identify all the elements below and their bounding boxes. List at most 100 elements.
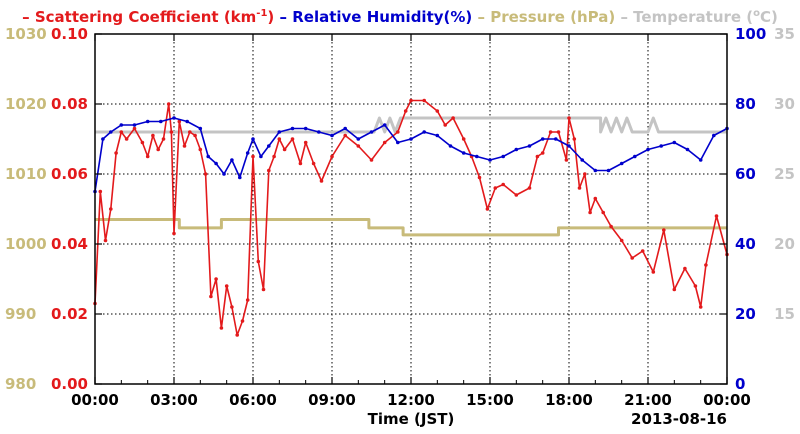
humidity-point bbox=[540, 137, 545, 141]
humidity-point bbox=[554, 137, 558, 141]
scattering-point bbox=[156, 147, 160, 152]
date-label: 2013-08-16 bbox=[631, 410, 727, 428]
scattering-point bbox=[188, 130, 192, 134]
temperature-line bbox=[95, 116, 727, 134]
legend-suffix-temperature: C) bbox=[760, 8, 778, 26]
x-tick-label: 06:00 bbox=[229, 391, 277, 409]
scattering-point bbox=[193, 133, 197, 138]
scattering-point bbox=[219, 326, 224, 330]
scattering-point bbox=[235, 333, 239, 337]
scattering-point bbox=[577, 186, 582, 190]
scattering-point bbox=[435, 109, 440, 113]
scattering-point bbox=[109, 207, 113, 211]
humidity-point bbox=[514, 147, 519, 152]
scattering-point bbox=[132, 126, 137, 131]
temperature-tick-label: 20 bbox=[774, 235, 795, 253]
scattering-point bbox=[662, 228, 666, 232]
scattering-point bbox=[282, 147, 287, 152]
scattering-point bbox=[290, 137, 295, 141]
humidity-point bbox=[109, 130, 113, 134]
scattering-point bbox=[203, 172, 208, 176]
scattering-point bbox=[640, 249, 645, 253]
scattering-point bbox=[277, 137, 282, 141]
scattering-point bbox=[166, 102, 171, 106]
humidity-tick-label: 0 bbox=[735, 375, 745, 393]
scattering-point bbox=[140, 140, 145, 145]
legend-suffix-scattering: ) bbox=[267, 8, 274, 26]
scattering-point bbox=[272, 154, 276, 159]
x-tick-label: 00:00 bbox=[703, 391, 751, 409]
series-temperature bbox=[95, 116, 727, 134]
series-scattering bbox=[93, 98, 729, 337]
scattering-point bbox=[177, 119, 182, 124]
x-tick-label: 18:00 bbox=[545, 391, 593, 409]
humidity-point bbox=[145, 119, 150, 124]
humidity-point bbox=[303, 126, 308, 131]
temperature-tick-label: 35 bbox=[774, 25, 795, 43]
humidity-point bbox=[672, 140, 677, 145]
humidity-point bbox=[277, 130, 282, 134]
scattering-point bbox=[319, 179, 324, 183]
scattering-tick-label: 0.02 bbox=[51, 305, 88, 323]
scattering-point bbox=[593, 196, 598, 201]
humidity-point bbox=[646, 147, 650, 152]
scattering-point bbox=[224, 284, 229, 288]
scattering-point bbox=[172, 231, 176, 236]
x-tick-label: 03:00 bbox=[150, 391, 198, 409]
scattering-point bbox=[114, 151, 118, 155]
scattering-point bbox=[651, 270, 656, 274]
humidity-point bbox=[382, 123, 387, 127]
humidity-point bbox=[593, 168, 598, 173]
legend-marker-temperature: – bbox=[615, 8, 633, 26]
scattering-point bbox=[548, 130, 553, 134]
pressure-tick-label: 990 bbox=[5, 305, 36, 323]
legend-label-temperature: Temperature ( bbox=[633, 8, 753, 26]
humidity-point bbox=[267, 144, 271, 148]
scattering-point bbox=[214, 277, 218, 281]
scattering-tick-label: 0.06 bbox=[51, 165, 88, 183]
humidity-point bbox=[369, 130, 374, 134]
legend-superscript-temperature: o bbox=[753, 8, 760, 19]
humidity-point bbox=[685, 147, 690, 152]
humidity-point bbox=[396, 140, 400, 145]
scattering-point bbox=[409, 98, 413, 103]
legend: – Scattering Coefficient (km-1) – Relati… bbox=[22, 8, 778, 26]
humidity-point bbox=[567, 144, 571, 148]
humidity-point bbox=[101, 137, 105, 141]
humidity-point bbox=[409, 137, 413, 141]
scattering-point bbox=[330, 154, 334, 159]
humidity-point bbox=[330, 133, 334, 138]
scattering-point bbox=[230, 305, 234, 309]
humidity-point bbox=[488, 158, 492, 162]
scattering-point bbox=[311, 161, 316, 166]
scattering-point bbox=[303, 140, 308, 145]
x-tick-label: 09:00 bbox=[308, 391, 356, 409]
legend-text: – Scattering Coefficient (km-1) – Relati… bbox=[22, 8, 778, 26]
scattering-point bbox=[609, 224, 613, 229]
humidity-point bbox=[230, 158, 234, 162]
scattering-point bbox=[422, 98, 427, 103]
pressure-tick-label: 980 bbox=[5, 375, 36, 393]
legend-superscript-scattering: -1 bbox=[256, 8, 267, 19]
scattering-point bbox=[630, 256, 634, 260]
humidity-point bbox=[214, 161, 218, 166]
scattering-point bbox=[256, 259, 261, 264]
scattering-point bbox=[540, 151, 545, 155]
scattering-point bbox=[103, 238, 108, 243]
scattering-point bbox=[567, 116, 571, 120]
scattering-point bbox=[672, 287, 677, 292]
humidity-tick-label: 100 bbox=[735, 25, 766, 43]
x-tick-label: 12:00 bbox=[387, 391, 435, 409]
grid-lines bbox=[95, 34, 727, 384]
scattering-point bbox=[572, 137, 577, 141]
scattering-point bbox=[451, 116, 455, 120]
scattering-point bbox=[182, 144, 187, 148]
scattering-point bbox=[403, 109, 408, 113]
scattering-point bbox=[396, 130, 400, 134]
scattering-point bbox=[251, 154, 255, 159]
scattering-point bbox=[169, 130, 174, 134]
pressure-line bbox=[95, 218, 727, 237]
legend-label-pressure: Pressure (hPa) bbox=[490, 8, 615, 26]
scattering-point bbox=[343, 133, 348, 138]
